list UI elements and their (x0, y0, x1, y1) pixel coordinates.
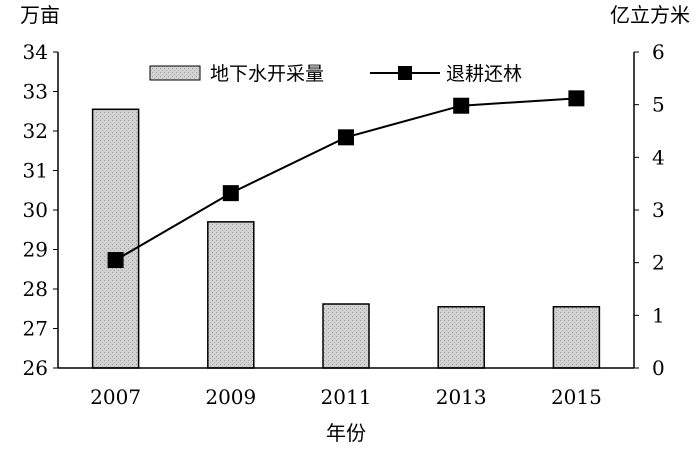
bar (322, 303, 370, 369)
bar (552, 306, 601, 369)
left-tick-label: 28 (23, 277, 48, 301)
x-tick-label: 2011 (321, 385, 372, 409)
x-tick-label: 2013 (436, 385, 487, 409)
left-tick-label: 33 (23, 80, 48, 104)
legend-bar-label: 地下水开采量 (210, 63, 324, 85)
line-point (453, 97, 470, 114)
right-axis-ticks: 0 1 2 3 4 5 6 (634, 40, 665, 380)
line-point (338, 129, 354, 146)
series-line (115, 97, 577, 261)
x-axis-label: 年份 (326, 421, 366, 445)
bar (437, 306, 485, 369)
left-tick-label: 27 (23, 317, 48, 341)
left-tick-label: 29 (23, 238, 48, 262)
right-tick-label: 1 (652, 303, 665, 327)
x-tick-label: 2015 (551, 385, 602, 409)
right-tick-label: 5 (652, 93, 665, 117)
right-tick-label: 4 (652, 145, 665, 169)
right-tick-label: 2 (652, 251, 665, 275)
left-tick-label: 31 (23, 159, 48, 183)
bar (207, 221, 255, 369)
x-tick-label: 2007 (90, 385, 141, 409)
line-point (222, 185, 239, 202)
axes (57, 52, 635, 369)
right-tick-label: 0 (652, 356, 665, 380)
right-axis-unit: 亿立方米 (610, 3, 690, 27)
legend-line-label: 退耕还林 (446, 63, 522, 85)
line-point (568, 90, 585, 107)
legend: 地下水开采量 退耕还林 (149, 63, 522, 85)
x-tick-label: 2009 (205, 385, 256, 409)
x-axis-ticks: 2007 2009 2011 2013 2015 (90, 385, 602, 409)
left-tick-label: 34 (23, 40, 48, 64)
left-axis-ticks: 26 27 28 29 30 31 32 33 34 (23, 40, 58, 380)
line-series (107, 90, 585, 269)
legend-bar-swatch (149, 65, 201, 81)
bar (91, 108, 140, 369)
left-axis-unit: 万亩 (20, 3, 60, 27)
left-tick-label: 26 (23, 356, 48, 380)
bar-series (91, 108, 601, 369)
right-tick-label: 3 (652, 198, 665, 222)
left-tick-label: 30 (23, 198, 48, 222)
line-point (107, 252, 124, 269)
right-tick-label: 6 (652, 40, 665, 64)
legend-line-marker (398, 66, 412, 80)
left-tick-label: 32 (23, 119, 48, 143)
